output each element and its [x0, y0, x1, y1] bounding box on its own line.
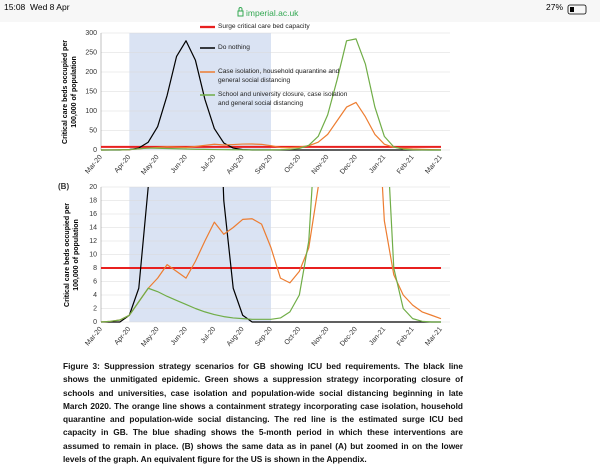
x-tick-label: Mar-21	[424, 154, 444, 176]
legend-label: School and university closure, case isol…	[218, 91, 348, 107]
x-tick-label: Nov-20	[311, 154, 331, 176]
y-tick-label: 20	[89, 184, 97, 191]
y-tick-label: 200	[85, 69, 97, 76]
x-tick-label: Nov-20	[311, 326, 331, 348]
y-tick-label: 300	[85, 30, 97, 37]
y-tick-label: 14	[89, 224, 97, 231]
battery-level	[570, 7, 574, 12]
x-tick-label: Mar-20	[84, 326, 104, 348]
status-bar-bg	[0, 0, 600, 22]
y-tick-label: 8	[93, 265, 97, 272]
series-group	[101, 38, 442, 151]
legend-label: Case isolation, household quarantine and…	[218, 68, 340, 84]
y-axis-label: Critical care beds occupied per 100,000 …	[64, 203, 80, 307]
y-tick-label: 16	[89, 211, 97, 218]
y-tick-label: 2	[93, 305, 97, 312]
x-tick-label: Jan-21	[368, 326, 387, 347]
y-tick-label: 0	[93, 319, 97, 326]
panel-label: (B)	[58, 182, 69, 191]
x-tick-label: Jun-20	[170, 326, 189, 347]
lock-icon	[237, 7, 244, 17]
series-line	[101, 38, 441, 151]
x-tick-label: Apr-20	[113, 154, 132, 175]
y-tick-label: 50	[89, 127, 97, 134]
figure-caption: Figure 3: Suppression strategy scenarios…	[63, 361, 463, 465]
legend-label: Surge critical care bed capacity	[218, 23, 310, 30]
x-tick-label: May-20	[140, 326, 160, 348]
y-tick-label: 150	[85, 88, 97, 95]
x-tick-label: Sep-20	[254, 154, 274, 176]
x-tick-label: Dec-20	[339, 154, 359, 176]
legend-label: Do nothing	[218, 44, 250, 51]
x-tick-label: Mar-20	[84, 154, 104, 176]
x-tick-label: Jul-20	[200, 154, 218, 173]
battery-text: 27%	[546, 2, 564, 12]
y-tick-label: 4	[93, 292, 97, 299]
series-line	[101, 187, 441, 323]
y-axis-label: Critical care beds occupied per 100,000 …	[62, 40, 78, 144]
status-date: Wed 8 Apr	[30, 2, 70, 12]
url[interactable]: imperial.ac.uk	[246, 8, 299, 18]
x-tick-label: Aug-20	[226, 154, 246, 176]
y-tick-label: 250	[85, 49, 97, 56]
series-line	[101, 187, 441, 323]
x-tick-label: Oct-20	[283, 326, 302, 347]
x-tick-label: Dec-20	[339, 326, 359, 348]
y-tick-label: 100	[85, 108, 97, 115]
y-tick-label: 10	[89, 251, 97, 258]
y-tick-label: 0	[93, 147, 97, 154]
x-tick-label: Aug-20	[226, 326, 246, 348]
x-tick-label: Feb-21	[396, 326, 416, 348]
series-group	[101, 187, 442, 323]
series-line	[101, 187, 442, 323]
x-tick-label: Jul-20	[200, 326, 218, 345]
x-tick-label: May-20	[140, 154, 160, 176]
y-tick-label: 12	[89, 238, 97, 245]
x-tick-label: Jun-20	[170, 154, 189, 175]
x-tick-label: Apr-20	[113, 326, 132, 347]
x-tick-label: Feb-21	[396, 154, 416, 176]
y-tick-label: 6	[93, 278, 97, 285]
y-tick-label: 18	[89, 197, 97, 204]
battery-icon	[567, 4, 587, 15]
x-tick-label: Sep-20	[254, 326, 274, 348]
x-tick-label: Jan-21	[368, 154, 387, 175]
status-time: 15:08	[4, 2, 26, 12]
x-tick-label: Mar-21	[424, 326, 444, 348]
x-tick-label: Oct-20	[283, 154, 302, 175]
series-line	[101, 101, 442, 151]
